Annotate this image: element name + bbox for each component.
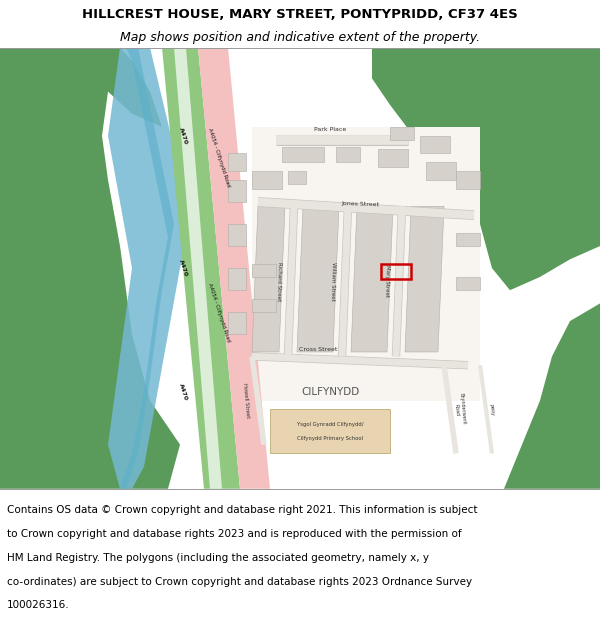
Polygon shape — [390, 127, 414, 140]
Polygon shape — [351, 206, 393, 352]
Text: Cross Street: Cross Street — [299, 348, 337, 352]
Polygon shape — [297, 206, 339, 352]
Text: Contains OS data © Crown copyright and database right 2021. This information is : Contains OS data © Crown copyright and d… — [7, 505, 478, 515]
Text: 100026316.: 100026316. — [7, 601, 70, 611]
Text: William Street: William Street — [330, 262, 336, 301]
Text: peoy: peoy — [489, 403, 495, 416]
Text: Brynderwent
Road: Brynderwent Road — [452, 393, 466, 426]
Polygon shape — [252, 206, 285, 352]
Polygon shape — [420, 136, 450, 153]
Polygon shape — [228, 312, 246, 334]
Text: Howell Street: Howell Street — [242, 382, 250, 418]
Text: A470: A470 — [178, 382, 188, 401]
Polygon shape — [252, 171, 282, 189]
Polygon shape — [162, 48, 240, 489]
Polygon shape — [198, 48, 270, 489]
Polygon shape — [0, 48, 180, 489]
Text: Mary Street: Mary Street — [384, 265, 390, 298]
Text: HILLCREST HOUSE, MARY STREET, PONTYPRIDD, CF37 4ES: HILLCREST HOUSE, MARY STREET, PONTYPRIDD… — [82, 8, 518, 21]
Text: Map shows position and indicative extent of the property.: Map shows position and indicative extent… — [120, 31, 480, 44]
Polygon shape — [252, 264, 276, 277]
Polygon shape — [456, 277, 480, 290]
Polygon shape — [378, 149, 408, 167]
Text: co-ordinates) are subject to Crown copyright and database rights 2023 Ordnance S: co-ordinates) are subject to Crown copyr… — [7, 577, 472, 587]
Text: Cilfynydd Primary School: Cilfynydd Primary School — [297, 436, 363, 441]
Text: A4054 - Cilfynydd Road: A4054 - Cilfynydd Road — [207, 127, 231, 188]
Text: HM Land Registry. The polygons (including the associated geometry, namely x, y: HM Land Registry. The polygons (includin… — [7, 552, 429, 562]
Polygon shape — [228, 224, 246, 246]
Text: Ysgol Gynradd Cilfynydd/: Ysgol Gynradd Cilfynydd/ — [297, 422, 363, 428]
Polygon shape — [372, 48, 600, 290]
Polygon shape — [336, 147, 360, 162]
Text: A4054 - Cilfynydd Road: A4054 - Cilfynydd Road — [207, 282, 231, 342]
Polygon shape — [108, 48, 162, 127]
Polygon shape — [174, 48, 222, 489]
Polygon shape — [228, 153, 246, 171]
Polygon shape — [252, 127, 480, 401]
Polygon shape — [282, 147, 324, 162]
Polygon shape — [288, 171, 306, 184]
Text: Park Place: Park Place — [314, 127, 346, 132]
Text: Richard Street: Richard Street — [276, 262, 282, 301]
Text: CILFYNYDD: CILFYNYDD — [301, 387, 359, 397]
Polygon shape — [228, 180, 246, 202]
Polygon shape — [228, 268, 246, 290]
Text: Jones Street: Jones Street — [341, 201, 379, 208]
Polygon shape — [405, 206, 444, 352]
Polygon shape — [456, 171, 480, 189]
Polygon shape — [426, 162, 456, 180]
Polygon shape — [456, 233, 480, 246]
Polygon shape — [120, 48, 174, 489]
Polygon shape — [252, 299, 276, 312]
Text: to Crown copyright and database rights 2023 and is reproduced with the permissio: to Crown copyright and database rights 2… — [7, 529, 462, 539]
Text: A470: A470 — [178, 126, 188, 145]
Text: A470: A470 — [178, 259, 188, 278]
Polygon shape — [270, 409, 390, 454]
Polygon shape — [108, 48, 192, 489]
Polygon shape — [492, 303, 600, 489]
